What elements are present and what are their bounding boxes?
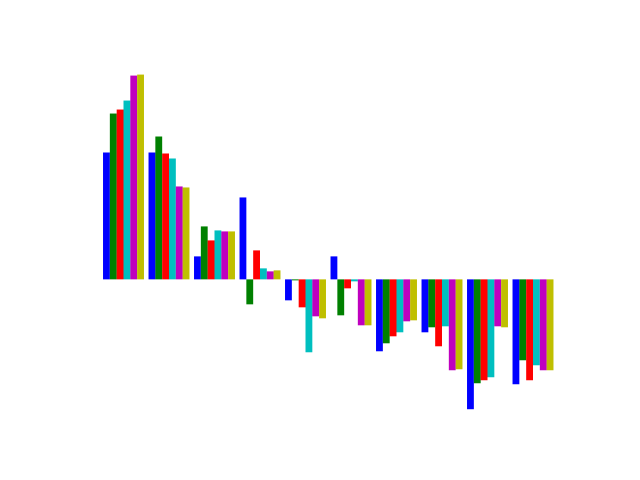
bar (364, 279, 372, 326)
bar (200, 226, 208, 280)
bar (512, 279, 520, 385)
bar (455, 279, 463, 370)
bar (330, 256, 338, 280)
bar (221, 231, 229, 280)
bar (169, 158, 176, 280)
bar (319, 279, 326, 319)
bar (357, 279, 365, 326)
bar (116, 109, 124, 280)
bar (442, 279, 449, 327)
bar (103, 152, 110, 280)
bar (155, 136, 163, 280)
bar (351, 279, 358, 282)
bar (109, 113, 117, 280)
bar (130, 75, 138, 280)
bar (480, 279, 488, 381)
bar (305, 279, 313, 353)
bar (403, 279, 411, 322)
bar (266, 271, 274, 280)
bar (246, 279, 254, 305)
bar (396, 279, 404, 333)
bar (389, 279, 397, 337)
bar (448, 279, 456, 371)
bar (182, 187, 190, 280)
bar (260, 268, 267, 280)
bar (473, 279, 481, 384)
bar (253, 250, 260, 280)
bar (123, 100, 131, 280)
bar (291, 279, 299, 281)
bar (435, 279, 442, 347)
bar (285, 279, 292, 301)
bar (382, 279, 390, 344)
bar (539, 279, 547, 371)
bar (546, 279, 554, 371)
bar (526, 279, 533, 381)
bar (175, 186, 183, 280)
bar (298, 279, 306, 308)
bar (494, 279, 502, 327)
bar (533, 279, 540, 366)
bar (337, 279, 345, 316)
bar (410, 279, 417, 321)
bar (376, 279, 383, 352)
bar (239, 197, 247, 280)
bar (214, 230, 222, 280)
bar (148, 152, 156, 280)
bar (162, 153, 169, 280)
bar (421, 279, 429, 333)
bar (207, 240, 215, 280)
bar (344, 279, 351, 289)
bar (487, 279, 495, 378)
bar (519, 279, 527, 361)
bar (467, 279, 474, 410)
bar (501, 279, 508, 328)
bar (312, 279, 320, 317)
bar (194, 256, 201, 280)
bar (428, 279, 436, 328)
bar (273, 270, 281, 280)
bar (137, 74, 144, 280)
bar (228, 231, 235, 280)
